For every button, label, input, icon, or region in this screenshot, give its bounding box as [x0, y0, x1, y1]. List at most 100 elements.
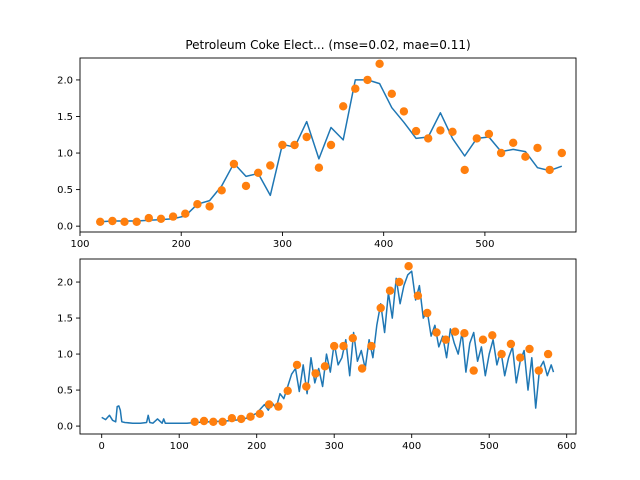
top-data-point — [436, 126, 445, 135]
bottom-y-tick-label: 1.5 — [57, 314, 73, 325]
top-data-point — [96, 217, 105, 226]
bottom-data-point — [218, 417, 227, 426]
bottom-data-point — [255, 409, 264, 418]
top-data-point — [351, 84, 360, 93]
top-data-point — [399, 107, 409, 116]
top-data-point — [509, 138, 518, 147]
top-data-point — [278, 140, 287, 150]
bottom-data-point — [534, 366, 543, 375]
top-data-point — [302, 132, 311, 142]
bottom-data-point — [478, 335, 488, 344]
bottom-data-point — [320, 362, 330, 371]
top-data-point — [387, 89, 396, 99]
top-x-tick-label: 400 — [374, 239, 393, 250]
bottom-data-point — [311, 369, 320, 378]
top-data-point — [156, 214, 166, 223]
top-data-point — [326, 140, 336, 150]
top-data-point — [484, 129, 494, 139]
bottom-data-point — [357, 364, 367, 373]
bottom-data-point — [348, 334, 357, 343]
top-data-point — [108, 216, 117, 226]
top-data-point — [168, 212, 178, 221]
bottom-data-point — [423, 308, 432, 318]
top-y-tick-label: 0.5 — [57, 185, 73, 196]
bottom-x-tick-label: 200 — [247, 441, 266, 452]
top-data-point — [496, 148, 506, 158]
top-data-point — [181, 209, 190, 218]
top-y-tick-label: 2.0 — [57, 75, 73, 86]
bottom-y-tick-label: 2.0 — [57, 278, 73, 289]
bottom-y-tick-label: 0.5 — [57, 386, 73, 397]
bottom-axes-frame — [79, 258, 577, 435]
top-data-point — [363, 75, 372, 85]
top-subplot-title: Petroleum Coke Elect... (mse=0.02, mae=0… — [185, 38, 470, 52]
top-data-point — [314, 163, 324, 172]
top-data-point — [533, 143, 542, 153]
bottom-data-point — [376, 303, 385, 313]
bottom-data-point — [506, 339, 516, 349]
bottom-x-tick-label: 100 — [170, 441, 189, 452]
top-data-point — [472, 134, 481, 143]
bottom-data-point — [237, 414, 246, 424]
top-data-point — [217, 186, 226, 195]
bottom-data-point — [469, 366, 478, 375]
top-x-tick-label: 100 — [70, 239, 89, 250]
top-y-tick-label: 1.5 — [57, 112, 73, 123]
bottom-data-point — [497, 349, 506, 359]
top-data-point — [521, 152, 530, 161]
bottom-series-line — [101, 270, 555, 424]
bottom-data-point — [330, 341, 339, 351]
bottom-data-point — [190, 417, 199, 426]
top-data-point — [411, 126, 421, 136]
top-data-point — [254, 168, 263, 177]
top-data-point — [460, 165, 469, 175]
bottom-data-point — [209, 417, 218, 426]
bottom-data-point — [460, 329, 469, 338]
top-data-point — [205, 202, 214, 211]
bottom-data-point — [292, 360, 302, 370]
bottom-x-tick-label: 500 — [480, 441, 499, 452]
bottom-data-point — [274, 402, 283, 411]
top-data-point — [193, 200, 202, 209]
top-data-point — [339, 102, 348, 111]
bottom-x-tick-label: 400 — [402, 441, 421, 452]
top-x-tick-label: 500 — [475, 239, 494, 250]
top-data-point — [241, 181, 251, 191]
bottom-x-tick-label: 300 — [325, 441, 344, 452]
top-series-line — [100, 79, 563, 223]
bottom-data-point — [441, 335, 450, 344]
bottom-subplot: 0 100 200 300 400 500 600 0.0 0.5 1.0 1.5 2.0 — [57, 258, 577, 452]
bottom-data-point — [404, 262, 413, 271]
bottom-data-point — [367, 341, 376, 351]
bottom-data-point — [413, 291, 423, 300]
top-data-point — [557, 148, 566, 158]
top-data-point — [229, 159, 239, 169]
bottom-y-tick-label: 0.0 — [57, 422, 73, 433]
bottom-data-point — [525, 344, 534, 354]
top-data-point — [144, 213, 153, 223]
top-data-point — [545, 165, 554, 175]
top-data-point — [120, 217, 129, 226]
bottom-data-point — [199, 416, 209, 426]
bottom-data-point — [246, 412, 255, 421]
top-y-tick-label: 1.0 — [57, 149, 73, 160]
top-data-point — [132, 217, 141, 226]
top-x-tick-label: 200 — [172, 239, 191, 250]
bottom-data-point — [339, 341, 348, 351]
bottom-data-point — [395, 277, 404, 287]
top-data-point — [424, 134, 433, 143]
bottom-data-point — [450, 327, 460, 336]
bottom-data-point — [543, 349, 553, 359]
bottom-y-tick-label: 1.0 — [57, 350, 73, 361]
top-axes-frame — [79, 57, 577, 233]
bottom-x-tick-label: 600 — [557, 441, 576, 452]
bottom-data-point — [385, 286, 395, 295]
top-y-tick-label: 0.0 — [57, 222, 73, 233]
bottom-x-tick-label: 0 — [99, 441, 105, 452]
top-data-point — [448, 127, 457, 136]
bottom-data-point — [488, 331, 497, 340]
top-subplot: Petroleum Coke Elect... (mse=0.02, mae=0… — [57, 38, 577, 250]
bottom-data-point — [302, 382, 311, 391]
bottom-data-point — [283, 386, 292, 395]
